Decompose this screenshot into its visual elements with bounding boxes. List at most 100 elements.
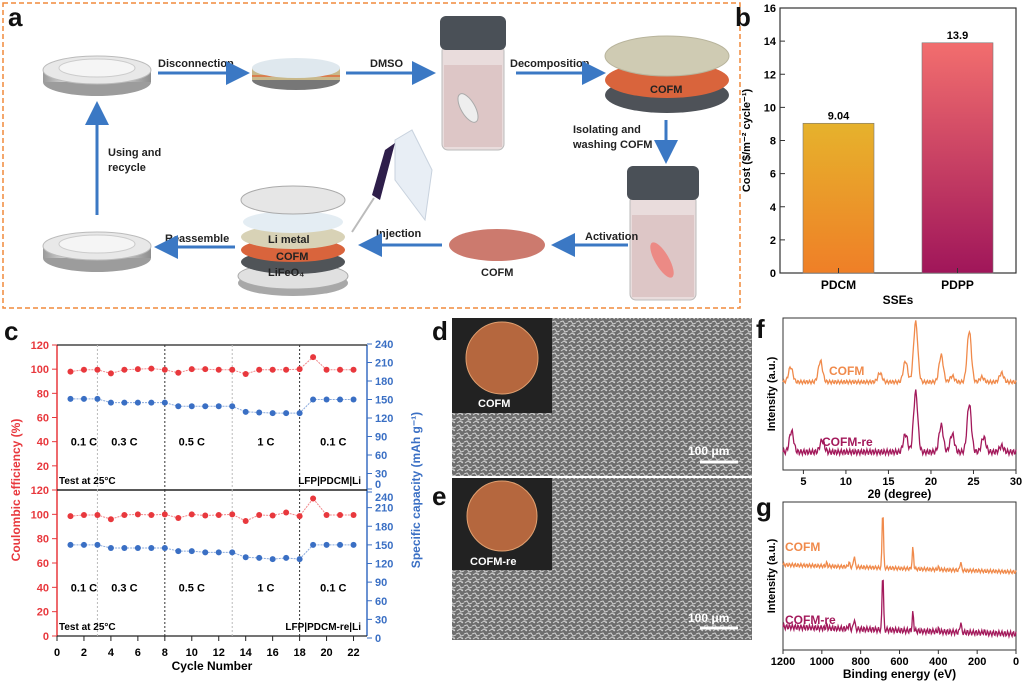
step-isolating-1: Isolating and — [573, 124, 641, 136]
y-tick-label: 0 — [770, 268, 776, 280]
capacity-point — [337, 396, 344, 403]
x-tick-label: PDCM — [821, 278, 856, 292]
right-tick-label: 120 — [375, 559, 393, 571]
x-axis-label: SSEs — [883, 293, 914, 307]
capacity-point — [229, 403, 236, 410]
step-decomposition: Decomposition — [510, 58, 590, 70]
rate-label: 1 C — [257, 437, 274, 449]
capacity-point — [310, 396, 317, 403]
ce-point — [107, 516, 114, 523]
capacity-point — [121, 544, 128, 551]
x-tick-label: 15 — [882, 476, 894, 488]
ce-point — [283, 509, 290, 516]
y-tick-label: 6 — [770, 169, 776, 181]
y-axis-label: Intensity (a.u.) — [766, 538, 778, 613]
x-tick-label: 10 — [840, 476, 852, 488]
capacity-point — [215, 403, 222, 410]
x-tick-label: 16 — [267, 647, 279, 659]
right-tick-label: 60 — [375, 596, 387, 608]
panel-label-a: a — [8, 2, 23, 32]
spectrum-cofm — [782, 320, 1017, 386]
cofm-membrane — [449, 229, 545, 261]
ce-point — [296, 366, 303, 373]
x-tick-label: 400 — [929, 656, 947, 668]
series-label: COFM — [829, 364, 864, 378]
x-axis-label: 2θ (degree) — [868, 487, 932, 501]
y-tick-label: 4 — [770, 202, 777, 214]
ce-point — [323, 511, 330, 518]
capacity-point — [202, 549, 209, 556]
y-tick-label: 8 — [770, 136, 776, 148]
rate-label: 0.5 C — [179, 437, 205, 449]
cofm-membrane-label: COFM — [481, 267, 513, 279]
ce-point — [134, 366, 141, 373]
ce-point — [283, 366, 290, 373]
stack-lifeo4: LiFeO₄ — [268, 267, 304, 279]
x-axis-label: Cycle Number — [172, 659, 253, 673]
right-tick-label: 90 — [375, 577, 387, 589]
ce-point — [94, 366, 101, 373]
capacity-point — [94, 541, 101, 548]
capacity-point — [107, 399, 114, 406]
ce-point — [107, 370, 114, 377]
capacity-point — [188, 403, 195, 410]
right-tick-label: 90 — [375, 432, 387, 444]
capacity-point — [188, 548, 195, 555]
capacity-point — [202, 403, 209, 410]
y-tick-label: 16 — [764, 3, 776, 15]
x-tick-label: 600 — [890, 656, 908, 668]
step-injection: Injection — [376, 228, 422, 240]
ce-point — [67, 368, 74, 375]
capacity-point — [256, 409, 263, 416]
panel-label-g: g — [756, 492, 772, 522]
stack-cofm: COFM — [276, 251, 308, 263]
right-tick-label: 180 — [375, 521, 393, 533]
capacity-point — [161, 399, 168, 406]
ce-point — [215, 366, 222, 373]
ce-point — [269, 366, 276, 373]
capacity-point — [80, 395, 87, 402]
stack-li-metal: Li metal — [268, 234, 310, 246]
x-tick-label: 20 — [320, 647, 332, 659]
x-tick-label: 5 — [800, 476, 806, 488]
ce-point — [337, 511, 344, 518]
capacity-point — [256, 554, 263, 561]
capacity-point — [242, 408, 249, 415]
panel-label-b: b — [735, 2, 751, 32]
step-using-2: recycle — [108, 162, 146, 174]
coin-cell-top — [42, 55, 152, 96]
rate-label: 0.1 C — [320, 582, 346, 594]
capacity-point — [80, 541, 87, 548]
x-tick-label: 18 — [293, 647, 305, 659]
capacity-point — [350, 396, 357, 403]
capacity-point — [323, 541, 330, 548]
left-tick-label: 40 — [37, 582, 49, 594]
panel-b-bar-chart: b 0 2 4 6 8 10 12 14 16 9.04 PDCM 13.9 PDPP SSEs Cost … — [735, 2, 1017, 307]
left-tick-label: 20 — [37, 461, 49, 473]
ce-point — [161, 366, 168, 373]
ce-point — [188, 366, 195, 373]
bar-pdpp — [921, 42, 994, 274]
capacity-line — [70, 544, 354, 560]
ce-point — [134, 511, 141, 518]
capacity-point — [175, 548, 182, 555]
spectrum-cofm-re — [782, 579, 1017, 640]
series-label: COFM-re — [785, 613, 836, 627]
x-tick-label: 2 — [81, 647, 87, 659]
left-tick-label: 40 — [37, 437, 49, 449]
step-reassemble: Reassemble — [165, 233, 229, 245]
rate-label: 0.5 C — [179, 582, 205, 594]
ce-point — [323, 366, 330, 373]
rate-label: 0.1 C — [71, 437, 97, 449]
ce-point — [256, 366, 263, 373]
y-tick-label: 14 — [764, 36, 777, 48]
capacity-point — [215, 549, 222, 556]
ce-point — [161, 511, 168, 518]
capacity-point — [350, 541, 357, 548]
capacity-point — [323, 396, 330, 403]
panel-f-xrd-chart: f 5 10 15 20 25 30 2θ (degree) Intensity (a.u.)… — [756, 314, 1022, 501]
left-tick-label: 20 — [37, 607, 49, 619]
ce-point — [242, 518, 249, 525]
ce-point — [350, 366, 357, 373]
x-tick-label: 1200 — [771, 656, 795, 668]
